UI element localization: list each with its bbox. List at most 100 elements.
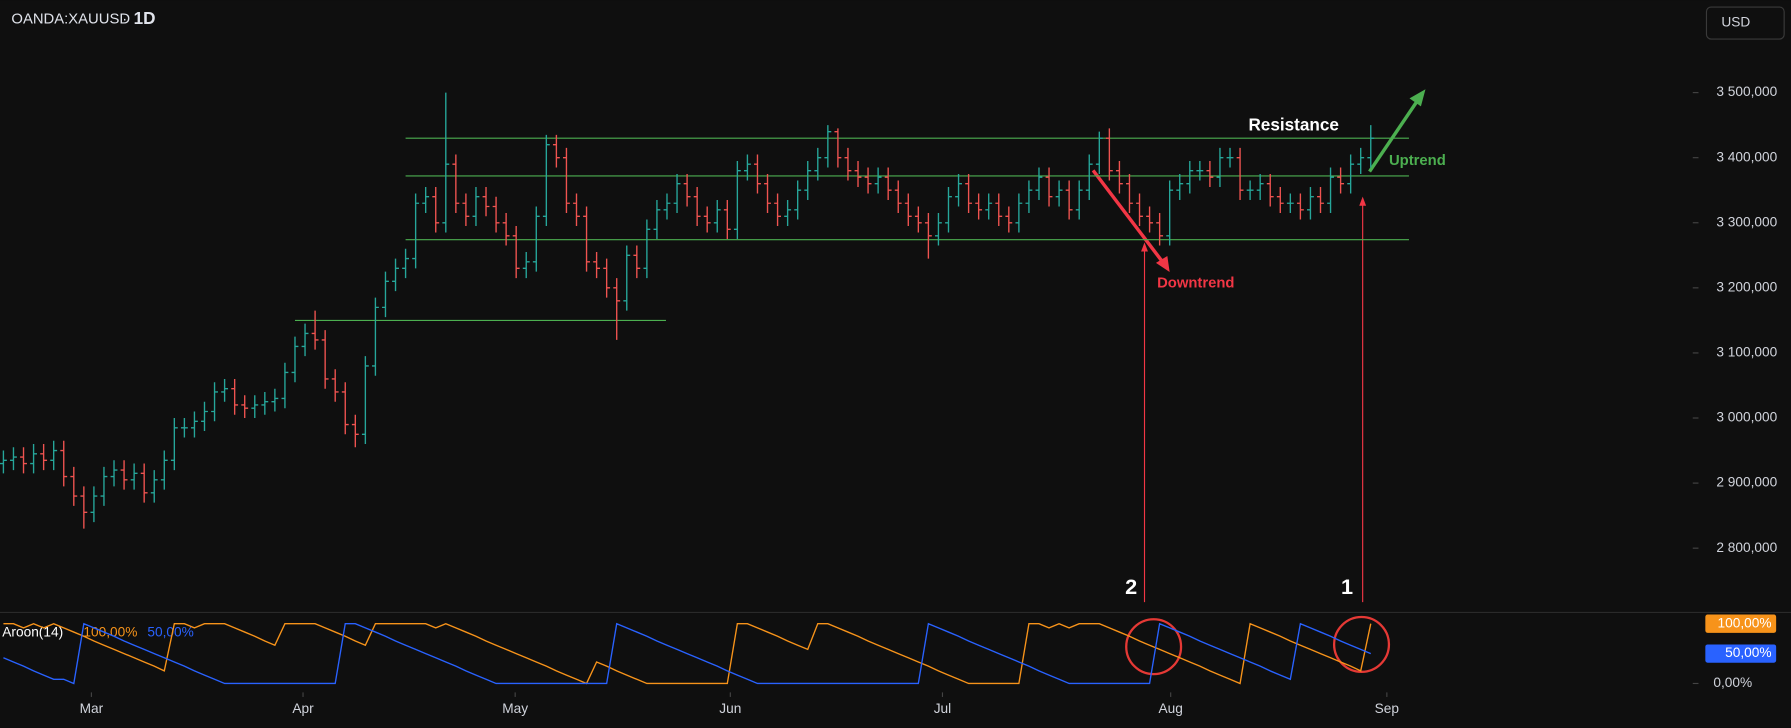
ohlc-bar — [955, 173, 962, 207]
ohlc-bar — [1347, 154, 1355, 194]
ohlc-bar — [733, 160, 741, 240]
ohlc-bar — [432, 186, 440, 233]
x-tick-label: Apr — [292, 701, 314, 716]
highlight-circle — [1332, 615, 1391, 673]
currency[interactable]: USD — [1721, 15, 1750, 30]
ohlc-bar — [20, 447, 27, 474]
ohlc-bar — [251, 395, 259, 419]
ohlc-bar — [1276, 186, 1284, 214]
ohlc-bar — [764, 173, 771, 214]
ohlc-bar — [1327, 167, 1334, 214]
ohlc-bar — [1146, 206, 1154, 233]
ohlc-bar — [1286, 193, 1294, 214]
ohlc-bar — [1367, 125, 1375, 168]
ohlc-bar — [1035, 167, 1043, 200]
ohlc-bar — [754, 154, 761, 194]
ohlc-bar — [864, 167, 872, 194]
ohlc-bar — [110, 460, 118, 487]
ohlc-bar — [1045, 167, 1053, 207]
ohlc-bar — [522, 252, 530, 279]
ohlc-bar — [1317, 186, 1324, 214]
y-tick-label: 3 500,000 — [1716, 84, 1777, 99]
ohlc-bar — [261, 391, 269, 415]
arrow-head — [1359, 196, 1367, 206]
y-tick-label: 2 900,000 — [1716, 475, 1777, 490]
aroon-line — [3, 622, 1372, 685]
symbol: OANDA:XAUUSD — [11, 12, 130, 28]
ohlc-bar — [914, 206, 922, 233]
ohlc-bar — [894, 180, 902, 214]
ohlc-bar — [1256, 173, 1264, 200]
ohlc-bar — [854, 160, 862, 187]
ohlc-bar — [834, 128, 842, 168]
annotation: 1 — [1341, 574, 1353, 599]
ohlc-bar — [1216, 147, 1224, 187]
ohlc-bar — [170, 418, 178, 471]
ohlc-bar — [160, 450, 168, 490]
last-value-box — [1705, 644, 1777, 663]
last-value-label: 50,00% — [1725, 645, 1771, 660]
ohlc-bar — [70, 466, 78, 506]
ohlc-bar — [583, 206, 590, 272]
ohlc-bar — [30, 444, 38, 474]
ohlc-bar — [774, 193, 782, 227]
ohlc-bar — [713, 199, 721, 233]
ohlc-bar — [231, 378, 239, 415]
ohlc-bar — [1357, 147, 1365, 174]
highlight-circle — [1125, 618, 1183, 676]
ohlc-bar — [422, 186, 430, 214]
ohlc-bar — [90, 486, 98, 523]
dot: · — [122, 12, 127, 28]
ohlc-bar — [693, 186, 701, 227]
last-value-label: 100,00% — [1718, 615, 1772, 630]
annotations: Resistance Uptrend Downtrend 2 1 — [1091, 89, 1446, 676]
ohlc-bar — [884, 167, 892, 200]
ohlc-bar — [100, 466, 108, 506]
ohlc-bar — [130, 463, 138, 490]
ohlc-bar — [1266, 173, 1274, 207]
ohlc-bar — [593, 252, 601, 279]
ohlc-bar — [462, 193, 470, 227]
ohlc-bar — [321, 330, 329, 389]
ohlc-bar — [633, 245, 641, 279]
ohlc-bar — [1136, 193, 1143, 227]
currency-button[interactable] — [1705, 6, 1785, 40]
ohlc-bar — [40, 444, 48, 471]
x-tick-label: Sep — [1375, 701, 1400, 716]
ohlc-bar — [180, 418, 188, 438]
ohlc-bar — [482, 186, 490, 217]
ohlc-bar — [804, 160, 812, 200]
ohlc-bar — [794, 180, 802, 220]
ohlc-bar — [623, 245, 631, 311]
ohlc-bar — [1226, 147, 1234, 168]
ohlc-bar — [965, 173, 973, 214]
ohlc-bar — [150, 470, 158, 503]
ohlc-bar — [60, 440, 68, 487]
ohlc-bar — [1307, 186, 1314, 220]
ohlc-bar — [1005, 206, 1013, 233]
ohlc-bar — [683, 173, 691, 207]
ohlc-bar — [1156, 213, 1164, 246]
ohlc-bar — [1206, 160, 1214, 187]
ohlc-bar — [904, 193, 912, 227]
ohlc-bar — [542, 134, 550, 227]
ohlc-bar — [1176, 173, 1184, 200]
ohlc-bar — [442, 92, 450, 233]
downtrend-arrow — [1091, 169, 1167, 267]
legend-value: 50,00% — [147, 625, 193, 640]
ohlc-bar — [563, 147, 570, 214]
x-tick-label: Aug — [1159, 701, 1183, 716]
ohlc-bar — [492, 196, 500, 233]
annotation: Uptrend — [1389, 153, 1446, 169]
ohlc-bar — [140, 463, 148, 503]
y-tick-label: 2 800,000 — [1716, 540, 1777, 555]
ohlc-bar — [1337, 167, 1345, 194]
y-tick-label: 0,00% — [1713, 675, 1752, 690]
ohlc-bar — [1236, 147, 1244, 200]
ohlc-bar — [703, 206, 711, 233]
ohlc-bar — [371, 297, 379, 376]
ohlc-bar — [191, 411, 198, 438]
ohlc-bar — [291, 336, 299, 383]
x-tick-label: May — [502, 701, 528, 716]
